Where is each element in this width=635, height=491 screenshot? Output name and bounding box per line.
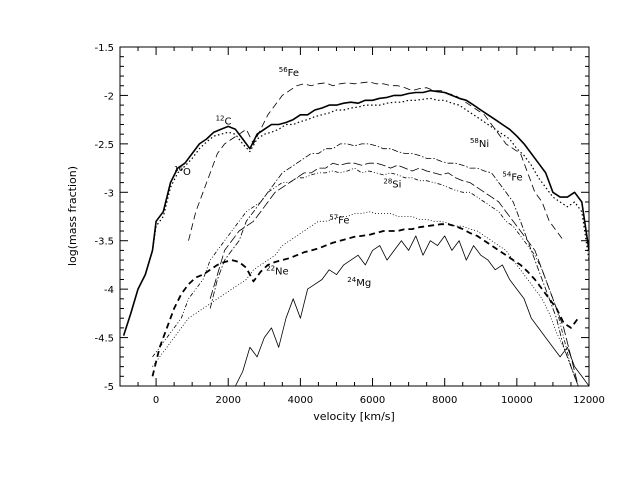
series-24Mg bbox=[235, 235, 589, 386]
isotope-labels: 56Fe 12C 16O 58Ni 54Fe 28Si 57Fe 22Ne 24Mg bbox=[174, 66, 523, 289]
series-22Ne bbox=[151, 223, 579, 377]
y-tick-label: -4 bbox=[104, 285, 114, 296]
series-12C bbox=[122, 89, 589, 336]
y-tick-label: -3.5 bbox=[94, 237, 114, 248]
axis-ticks bbox=[119, 46, 590, 387]
y-tick-label: -2 bbox=[104, 91, 114, 102]
label-57Fe: 57Fe bbox=[329, 213, 349, 226]
series-57Fe bbox=[152, 211, 579, 386]
label-16O: 16O bbox=[174, 165, 191, 178]
x-tick-label: 6000 bbox=[360, 395, 385, 406]
label-56Fe: 56Fe bbox=[279, 66, 299, 79]
y-tick-label: -5 bbox=[104, 382, 114, 393]
x-tick-label: 8000 bbox=[432, 395, 457, 406]
label-54Fe: 54Fe bbox=[502, 171, 522, 184]
label-28Si: 28Si bbox=[383, 177, 401, 190]
series-28Si bbox=[152, 167, 579, 386]
axis-tick-labels: 0 2000 4000 6000 8000 10000 12000 -5 -4.5 -4 -3.5 -… bbox=[94, 43, 604, 406]
label-58Ni: 58Ni bbox=[470, 137, 489, 150]
label-12C: 12C bbox=[216, 114, 232, 127]
x-tick-label: 4000 bbox=[288, 395, 313, 406]
x-axis-label: velocity [km/s] bbox=[313, 410, 395, 423]
x-tick-label: 12000 bbox=[573, 395, 605, 406]
series-54Fe bbox=[209, 162, 579, 386]
x-tick-label: 2000 bbox=[216, 395, 241, 406]
y-tick-label: -2.5 bbox=[94, 140, 114, 151]
y-tick-label: -4.5 bbox=[94, 334, 114, 345]
x-tick-label: 0 bbox=[153, 395, 159, 406]
x-tick-label: 10000 bbox=[501, 395, 533, 406]
y-tick-label: -3 bbox=[104, 188, 114, 199]
y-axis-label: log(mass fraction) bbox=[66, 166, 79, 266]
label-24Mg: 24Mg bbox=[347, 276, 371, 289]
y-tick-label: -1.5 bbox=[94, 43, 114, 54]
series-56Fe bbox=[188, 81, 565, 241]
series-58Ni bbox=[209, 143, 579, 386]
series-16O bbox=[144, 97, 589, 275]
series-group bbox=[122, 81, 589, 386]
label-22Ne: 22Ne bbox=[266, 265, 289, 278]
